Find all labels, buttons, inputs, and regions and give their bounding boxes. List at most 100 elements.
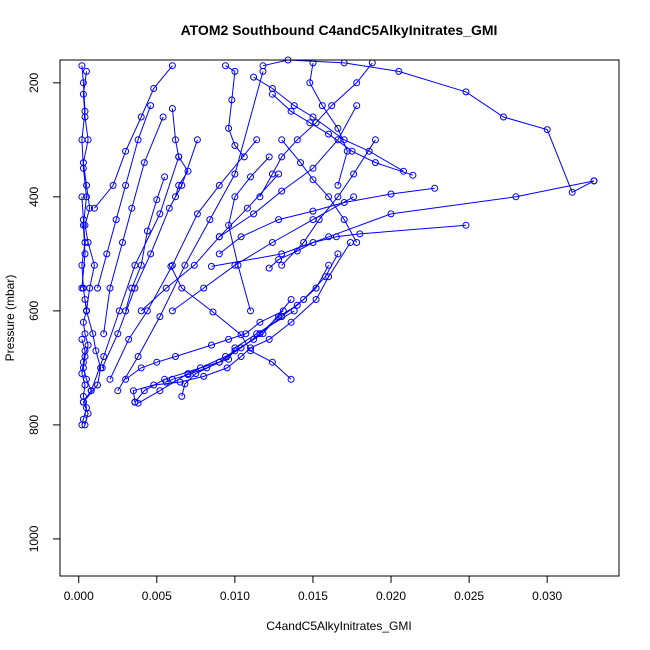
series-line	[272, 93, 414, 176]
data-point	[147, 250, 155, 258]
data-point	[350, 193, 358, 201]
data-point	[172, 136, 179, 144]
data-point	[237, 233, 245, 241]
data-point	[328, 102, 336, 110]
data-point	[222, 353, 229, 360]
chart-title: ATOM2 Southbound C4andC5AlkyInitrates_GM…	[181, 22, 498, 38]
data-point	[334, 136, 342, 144]
data-point	[134, 353, 142, 360]
data-point	[315, 216, 323, 224]
data-point	[172, 353, 179, 360]
data-point	[279, 307, 287, 315]
series-line	[103, 116, 164, 334]
data-point	[122, 181, 130, 189]
data-point	[543, 126, 551, 134]
data-point	[275, 216, 283, 224]
data-point	[208, 262, 215, 270]
data-point	[365, 147, 373, 155]
data-point	[137, 364, 145, 372]
data-point	[256, 318, 264, 326]
data-point	[300, 239, 308, 246]
data-point	[590, 177, 598, 185]
x-tick-label: 0.015	[298, 589, 328, 603]
data-point	[287, 107, 295, 115]
x-axis-label: C4andC5AlkyInitrates_GMI	[266, 619, 411, 633]
x-tick-label: 0.010	[220, 589, 250, 603]
data-point	[278, 187, 286, 195]
series-line	[281, 139, 358, 243]
data-point	[306, 79, 314, 87]
data-point	[83, 193, 90, 201]
data-point	[250, 73, 258, 81]
data-point	[287, 375, 295, 383]
data-point	[115, 307, 123, 315]
data-point	[168, 307, 176, 315]
data-point	[290, 307, 298, 315]
data-point	[168, 62, 176, 70]
data-point	[353, 239, 361, 246]
data-point	[206, 216, 214, 224]
data-point	[153, 358, 161, 366]
data-point	[309, 164, 317, 172]
y-tick-label: 1000	[27, 525, 41, 552]
series-30	[256, 59, 376, 201]
data-point	[125, 335, 133, 343]
data-point	[81, 330, 89, 338]
data-point	[259, 67, 267, 75]
data-point	[78, 335, 86, 343]
data-point	[128, 204, 136, 212]
data-point	[371, 159, 379, 167]
data-point	[78, 261, 86, 269]
series-line	[81, 339, 88, 426]
data-point	[287, 318, 295, 326]
data-point	[265, 264, 273, 272]
data-point	[240, 153, 248, 161]
data-point	[87, 387, 95, 395]
series-line	[117, 71, 264, 391]
data-point	[265, 335, 273, 343]
data-point	[131, 398, 139, 406]
data-point	[140, 387, 148, 395]
data-point	[156, 313, 164, 321]
data-point	[353, 102, 361, 110]
data-point	[176, 378, 184, 386]
x-tick-label: 0.005	[142, 589, 172, 603]
data-point	[193, 136, 201, 144]
series-line	[97, 105, 152, 289]
x-tick-label: 0.025	[454, 589, 484, 603]
data-point	[83, 67, 90, 75]
data-point	[325, 193, 333, 201]
data-point	[79, 221, 87, 229]
data-point	[334, 181, 342, 189]
data-point	[275, 170, 283, 178]
series-19	[225, 153, 273, 315]
data-point	[184, 370, 192, 378]
data-point	[287, 296, 295, 303]
series-line	[101, 139, 198, 369]
series-line	[281, 139, 376, 266]
x-tick-label: 0.000	[64, 589, 94, 603]
data-point	[106, 375, 114, 383]
data-point	[400, 167, 407, 175]
data-point	[268, 358, 276, 366]
data-point	[253, 136, 261, 144]
data-point	[134, 399, 142, 407]
data-point	[268, 85, 276, 92]
series-20	[222, 62, 248, 161]
series-line	[219, 105, 358, 238]
series-10	[122, 307, 287, 383]
data-point	[167, 262, 175, 270]
series-line	[140, 173, 279, 312]
data-point	[247, 173, 254, 181]
data-point	[81, 107, 89, 115]
series-line	[253, 76, 404, 172]
data-point	[321, 273, 329, 281]
data-point	[278, 261, 286, 269]
data-layer	[78, 56, 598, 429]
data-point	[568, 188, 576, 196]
data-point	[78, 284, 86, 292]
series-27	[94, 102, 155, 292]
data-point	[290, 102, 298, 110]
data-point	[297, 159, 304, 167]
